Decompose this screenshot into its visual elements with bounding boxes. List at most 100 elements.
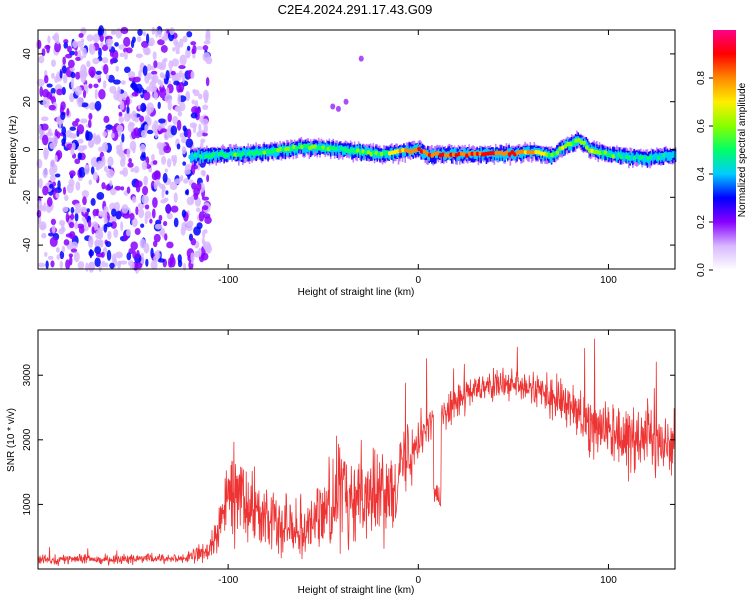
noise-blob <box>142 65 148 76</box>
ridge-band <box>198 149 200 157</box>
ridge-band <box>521 149 524 160</box>
ridge-core <box>265 149 270 154</box>
noise-blob <box>79 70 88 79</box>
snr-series-line <box>37 338 676 567</box>
noise-blob <box>88 235 94 245</box>
noise-blob <box>65 259 71 270</box>
noise-blob <box>75 181 81 191</box>
noise-blob <box>77 261 85 270</box>
noise-blob <box>112 79 121 85</box>
ridge-band <box>304 145 307 155</box>
ridge-core <box>406 148 411 154</box>
noise-blob <box>74 212 79 222</box>
noise-blob <box>43 150 49 161</box>
noise-blob <box>132 249 137 259</box>
ridge-core <box>638 155 642 160</box>
ridge-band <box>642 155 645 166</box>
ridge-core <box>252 151 256 156</box>
noise-blob <box>153 233 161 243</box>
ridge-core <box>600 150 605 156</box>
ridge-core <box>529 150 533 155</box>
noise-blob <box>116 92 123 103</box>
noise-blob <box>53 32 60 43</box>
ridge-core <box>443 152 448 158</box>
noise-blob <box>162 172 168 184</box>
noise-blob <box>179 54 187 66</box>
noise-blob <box>54 154 58 162</box>
ridge-core <box>624 154 629 160</box>
x-tick-label: 0 <box>416 575 422 586</box>
noise-blob <box>36 210 42 218</box>
ridge-core <box>582 140 586 146</box>
noise-blob <box>140 129 147 139</box>
ridge-band <box>564 140 566 148</box>
noise-blob <box>198 93 203 100</box>
noise-blob <box>101 182 106 190</box>
noise-blob <box>129 261 135 270</box>
noise-blob <box>102 80 107 89</box>
noise-blob <box>86 34 94 42</box>
noise-blob <box>198 247 202 257</box>
noise-blob <box>80 102 89 108</box>
noise-blob <box>202 89 209 101</box>
ridge-core <box>401 147 405 153</box>
noise-blob <box>50 59 56 68</box>
noise-blob <box>163 221 168 227</box>
ridge-core <box>297 145 302 150</box>
x-tick-label: 100 <box>600 275 617 286</box>
noise-blob <box>55 192 60 199</box>
noise-blob <box>113 228 119 238</box>
noise-blob <box>68 221 75 229</box>
noise-blob <box>98 47 102 58</box>
noise-blob <box>140 253 144 258</box>
ridge-band <box>549 154 552 162</box>
ridge-band <box>303 143 305 153</box>
noise-blob <box>49 236 58 247</box>
noise-blob <box>154 223 163 230</box>
ridge-core <box>489 151 493 156</box>
ridge-core <box>433 151 437 156</box>
noise-blob <box>130 167 135 173</box>
noise-blob <box>203 123 208 134</box>
noise-blob <box>150 247 154 259</box>
spectrogram-x-label: Height of straight line (km) <box>298 287 415 298</box>
noise-blob <box>126 105 130 114</box>
ridge-core <box>286 146 291 152</box>
noise-blob <box>190 41 197 46</box>
noise-blob <box>74 207 82 214</box>
ridge-core <box>643 157 648 163</box>
ridge-core <box>465 153 469 158</box>
ridge-core <box>497 150 501 155</box>
noise-blob <box>87 219 92 228</box>
ridge-band <box>206 150 208 158</box>
noise-blob <box>124 66 131 74</box>
ridge-band <box>502 151 505 162</box>
ridge-core <box>662 153 666 158</box>
noise-blob <box>152 197 158 208</box>
ridge-core <box>555 150 560 155</box>
ridge-core <box>430 153 435 158</box>
ridge-core <box>379 151 384 157</box>
noise-blob <box>90 156 99 168</box>
noise-blob <box>82 89 87 99</box>
noise-blob <box>72 120 79 127</box>
noise-blob <box>140 102 147 113</box>
ridge-core <box>356 148 360 153</box>
noise-blob <box>57 180 61 190</box>
noise-blob <box>191 99 195 105</box>
noise-blob <box>181 221 188 231</box>
noise-blob <box>42 185 49 196</box>
ridge-outlier <box>358 55 364 62</box>
noise-blob <box>137 28 143 36</box>
noise-blob <box>152 240 158 248</box>
ridge-core <box>273 147 278 153</box>
noise-blob <box>202 170 206 177</box>
noise-blob <box>120 221 124 232</box>
ridge-band <box>616 152 618 163</box>
ridge-band <box>480 150 482 164</box>
noise-blob <box>56 40 60 45</box>
noise-blob <box>90 166 95 175</box>
noise-blob <box>62 186 67 195</box>
noise-blob <box>165 87 170 96</box>
